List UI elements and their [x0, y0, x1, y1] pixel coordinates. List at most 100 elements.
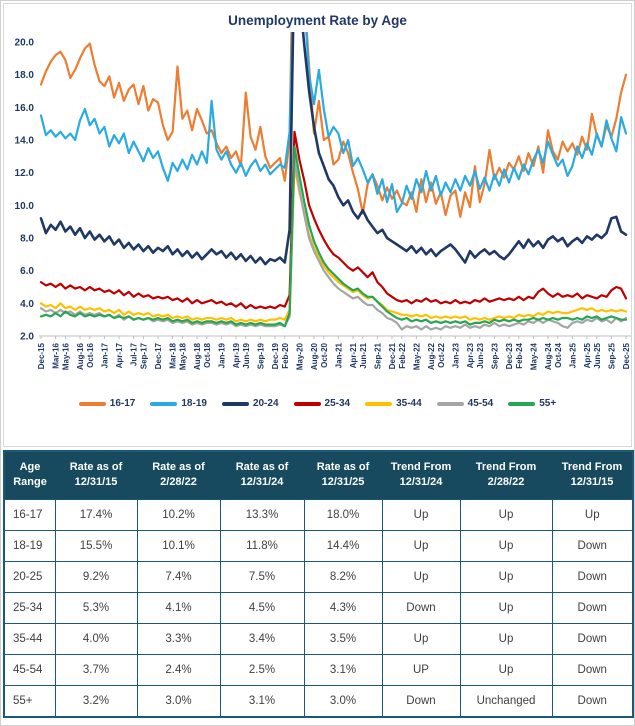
x-axis-label: May-18 [178, 342, 187, 370]
value-cell: 10.2% [136, 498, 221, 531]
value-cell: 5.3% [54, 591, 138, 624]
legend-label: 20-24 [252, 398, 279, 409]
x-axis-label: Sep-25 [607, 342, 616, 369]
value-cell: Up [459, 560, 553, 593]
table-row: 18-19 15.5% 10.1% 11.8% 14.4% Up Up Down [3, 529, 634, 562]
x-axis-label: Jan-21 [334, 342, 343, 368]
x-axis-label: Dec-21 [388, 342, 397, 369]
rates-table: Age Range Rate as of 12/31/15 Rate as of 2/28… [3, 450, 634, 718]
legend-swatch [436, 401, 464, 406]
x-axis-label: Oct-18 [203, 342, 212, 367]
legend-swatch [293, 401, 321, 406]
value-cell: 3.7% [54, 653, 138, 686]
legend-item-35-44: 35-44 [365, 398, 422, 409]
age-range-cell: 35-44 [3, 622, 56, 655]
x-axis-label: May-16 [61, 342, 70, 370]
x-axis-label: Dec-23 [505, 342, 514, 369]
x-axis-label: Feb-22 [398, 342, 407, 368]
legend-swatch [508, 401, 536, 406]
series-line-35-44 [39, 165, 628, 323]
x-axis-label: May-20 [295, 342, 304, 370]
unemployment-chart: 20.018.016.014.012.010.08.06.04.02.0Dec-… [15, 32, 631, 370]
x-axis-label: Jun-25 [593, 342, 602, 368]
table-row: 20-25 9.2% 7.4% 7.5% 8.2% Up Up Down [3, 560, 634, 593]
table-body: 16-17 17.4% 10.2% 13.3% 18.0% Up Up Up 18-19 15.5… [3, 498, 634, 718]
value-cell: 3.1% [303, 653, 383, 686]
x-axis-label: Sep-17 [139, 342, 148, 369]
value-cell: 2.5% [219, 653, 305, 686]
x-axis-label: Aug-22 [427, 342, 436, 370]
x-axis-label: Feb-20 [281, 342, 290, 368]
x-axis-label: Jan-23 [451, 342, 460, 368]
x-axis-label: Feb-24 [515, 342, 524, 368]
x-axis-label: Oct-20 [320, 342, 329, 367]
x-axis-label: Oct-22 [437, 342, 446, 367]
y-axis-label: 2.0 [20, 332, 34, 343]
x-axis-label: May-24 [529, 342, 538, 370]
value-cell: Down [551, 653, 634, 686]
value-cell: Up [459, 622, 553, 655]
x-axis-label: Apr-17 [115, 342, 124, 368]
value-cell: 14.4% [303, 529, 383, 562]
legend-item-55+: 55+ [508, 398, 556, 409]
x-axis-label: Jul-17 [130, 342, 139, 366]
legend-label: 16-17 [109, 398, 136, 409]
age-range-cell: 55+ [3, 684, 56, 718]
value-cell: Up [381, 498, 461, 531]
x-axis-label: Jan-25 [568, 342, 577, 368]
value-cell: Down [551, 591, 634, 624]
legend-label: 55+ [539, 398, 557, 409]
value-cell: 3.4% [219, 622, 305, 655]
y-axis-label: 20.0 [15, 38, 35, 49]
legend-item-20-24: 20-24 [221, 398, 279, 409]
chart-legend: 16-17 18-19 20-24 25-34 35-44 45-54 55+ [4, 398, 631, 409]
value-cell: 9.2% [54, 560, 138, 593]
value-cell: 4.5% [219, 591, 305, 624]
value-cell: 4.1% [136, 591, 221, 624]
table-row: 35-44 4.0% 3.3% 3.4% 3.5% Up Up Down [3, 622, 634, 655]
header-cell: Trend From 2/28/22 [460, 451, 552, 500]
value-cell: 4.0% [54, 622, 138, 655]
header-cell: Trend From 12/31/15 [552, 451, 633, 500]
x-axis-label: Apr-21 [349, 342, 358, 368]
value-cell: 3.0% [303, 684, 383, 718]
series-line-18-19 [39, 32, 628, 213]
value-cell: 4.3% [303, 591, 383, 624]
value-cell: UP [381, 653, 461, 686]
x-axis-label: Apr-25 [583, 342, 592, 368]
y-axis-label: 8.0 [20, 234, 34, 245]
value-cell: 3.3% [136, 622, 221, 655]
x-axis-label: Mar-18 [169, 342, 178, 368]
table-header-row: Age Range Rate as of 12/31/15 Rate as of 2/28… [4, 451, 633, 500]
legend-swatch [365, 401, 393, 406]
value-cell: 13.3% [219, 498, 305, 531]
header-cell: Trend From 12/31/24 [382, 451, 460, 500]
legend-swatch [78, 401, 106, 406]
age-range-cell: 20-25 [3, 560, 56, 593]
x-axis-label: Oct-16 [86, 342, 95, 367]
header-cell: Rate as of 2/28/22 [137, 451, 220, 500]
x-axis-label: Aug-24 [544, 342, 553, 370]
legend-label: 45-54 [467, 398, 494, 409]
legend-swatch [221, 401, 249, 406]
value-cell: Up [381, 529, 461, 562]
x-axis-label: Dec-17 [154, 342, 163, 369]
y-axis-label: 18.0 [15, 70, 35, 81]
table-header: Age Range Rate as of 12/31/15 Rate as of 2/28… [4, 451, 633, 500]
legend-label: 25-34 [324, 398, 351, 409]
series-line-16-17 [39, 32, 628, 218]
value-cell: 3.0% [136, 684, 221, 718]
age-range-cell: 25-34 [3, 591, 56, 624]
x-axis-label: Jun-19 [242, 342, 251, 368]
value-cell: 3.2% [54, 684, 138, 718]
legend-item-16-17: 16-17 [78, 398, 136, 409]
y-axis-label: 14.0 [15, 136, 35, 147]
x-axis-label: Sep-19 [256, 342, 265, 369]
value-cell: 3.5% [303, 622, 383, 655]
x-axis-label: Sep-23 [490, 342, 499, 369]
x-axis-label: Dec-19 [271, 342, 280, 369]
x-axis-label: Apr-19 [232, 342, 241, 368]
chart-title: Unemployment Rate by Age [228, 13, 407, 28]
table-row: 45-54 3.7% 2.4% 2.5% 3.1% UP Up Down [3, 653, 634, 686]
